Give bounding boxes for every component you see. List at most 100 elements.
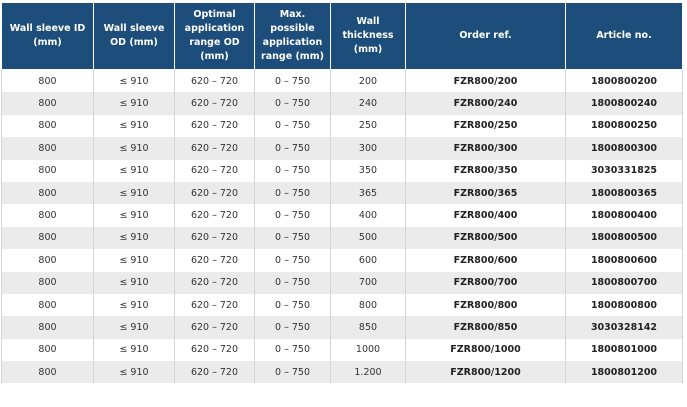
table-row: 800 ≤ 910 620 – 720 0 – 750 1000 FZR800/1000 1… (1, 338, 683, 362)
table-cell: ≤ 910 (93, 338, 175, 362)
table-cell: 620 – 720 (174, 293, 255, 317)
table-cell: 1800800200 (565, 69, 683, 93)
table-cell: 1800800400 (565, 204, 683, 227)
table-cell: 0 – 750 (254, 114, 331, 138)
table-cell: 800 (1, 181, 94, 205)
table-row: 800 ≤ 910 620 – 720 0 – 750 300 FZR800/300 180… (1, 137, 683, 160)
table-cell: FZR800/200 (405, 69, 566, 93)
table-cell: 0 – 750 (254, 271, 331, 294)
column-header: Order ref. (405, 2, 566, 70)
table-cell: 1800800800 (565, 293, 683, 317)
table-cell: 620 – 720 (174, 159, 255, 182)
table-cell: 800 (1, 226, 94, 250)
table-cell: ≤ 910 (93, 361, 175, 384)
table-cell: 3030331825 (565, 159, 683, 182)
table-cell: 620 – 720 (174, 226, 255, 250)
table-cell: 620 – 720 (174, 316, 255, 339)
column-header: Wall thickness (mm) (330, 2, 406, 70)
table-cell: FZR800/500 (405, 226, 566, 250)
table-cell: 1800800250 (565, 114, 683, 138)
table-cell: 0 – 750 (254, 92, 331, 115)
table-cell: 800 (1, 316, 94, 339)
table-cell: 620 – 720 (174, 114, 255, 138)
table-cell: 0 – 750 (254, 137, 331, 160)
table-cell: FZR800/400 (405, 204, 566, 227)
table-cell: 850 (330, 316, 406, 339)
table-cell: FZR800/850 (405, 316, 566, 339)
table-body: 800 ≤ 910 620 – 720 0 – 750 200 FZR800/200 180… (1, 69, 683, 384)
table-cell: 500 (330, 226, 406, 250)
table-row: 800 ≤ 910 620 – 720 0 – 750 350 FZR800/350 303… (1, 159, 683, 182)
table-cell: 620 – 720 (174, 361, 255, 384)
table-cell: FZR800/365 (405, 181, 566, 205)
table-cell: 1800801000 (565, 338, 683, 362)
table-cell: 0 – 750 (254, 361, 331, 384)
table-cell: 1800800365 (565, 181, 683, 205)
table-cell: 800 (1, 69, 94, 93)
table-cell: 240 (330, 92, 406, 115)
table-cell: 620 – 720 (174, 69, 255, 93)
table-cell: 1800800700 (565, 271, 683, 294)
table-cell: 800 (1, 249, 94, 272)
table-cell: 0 – 750 (254, 249, 331, 272)
table-cell: 800 (1, 361, 94, 384)
table-cell: 0 – 750 (254, 204, 331, 227)
column-header: Article no. (565, 2, 683, 70)
table-cell: FZR800/350 (405, 159, 566, 182)
table-cell: 1800800500 (565, 226, 683, 250)
table-row: 800 ≤ 910 620 – 720 0 – 750 1.200 FZR800/1200… (1, 361, 683, 384)
table-header: Wall sleeve ID (mm) Wall sleeve OD (mm) Op… (1, 2, 683, 70)
table-row: 800 ≤ 910 620 – 720 0 – 750 850 FZR800/850 303… (1, 316, 683, 339)
table-cell: ≤ 910 (93, 271, 175, 294)
table-cell: 0 – 750 (254, 316, 331, 339)
table-cell: 800 (1, 271, 94, 294)
table-cell: FZR800/600 (405, 249, 566, 272)
table-row: 800 ≤ 910 620 – 720 0 – 750 240 FZR800/240 180… (1, 92, 683, 115)
table-cell: 620 – 720 (174, 181, 255, 205)
table-cell: 620 – 720 (174, 137, 255, 160)
table-cell: ≤ 910 (93, 249, 175, 272)
table-cell: ≤ 910 (93, 92, 175, 115)
table-cell: FZR800/1200 (405, 361, 566, 384)
table-cell: 400 (330, 204, 406, 227)
table-cell: ≤ 910 (93, 159, 175, 182)
table-cell: 3030328142 (565, 316, 683, 339)
table-cell: 1800801200 (565, 361, 683, 384)
table-row: 800 ≤ 910 620 – 720 0 – 750 500 FZR800/500 180… (1, 226, 683, 250)
product-table: Wall sleeve ID (mm) Wall sleeve OD (mm) Op… (1, 2, 683, 384)
table-cell: ≤ 910 (93, 114, 175, 138)
table-cell: 1800800240 (565, 92, 683, 115)
table-cell: 1800800600 (565, 249, 683, 272)
table-cell: 1000 (330, 338, 406, 362)
table-cell: FZR800/1000 (405, 338, 566, 362)
table-cell: 0 – 750 (254, 159, 331, 182)
table-cell: ≤ 910 (93, 69, 175, 93)
table-cell: 365 (330, 181, 406, 205)
table-cell: 200 (330, 69, 406, 93)
table-row: 800 ≤ 910 620 – 720 0 – 750 600 FZR800/600 180… (1, 249, 683, 272)
table-cell: 620 – 720 (174, 338, 255, 362)
table-cell: 800 (1, 159, 94, 182)
table-cell: 800 (1, 92, 94, 115)
table-cell: ≤ 910 (93, 181, 175, 205)
column-header: Max. possible application range (mm) (254, 2, 331, 70)
column-header: Optimal application range OD (mm) (174, 2, 255, 70)
table-cell: 800 (330, 293, 406, 317)
column-header: Wall sleeve ID (mm) (1, 2, 94, 70)
table-cell: FZR800/240 (405, 92, 566, 115)
table-cell: 800 (1, 293, 94, 317)
table-cell: 620 – 720 (174, 249, 255, 272)
table-cell: FZR800/300 (405, 137, 566, 160)
table-cell: ≤ 910 (93, 137, 175, 160)
table-cell: 350 (330, 159, 406, 182)
table-cell: FZR800/250 (405, 114, 566, 138)
table-row: 800 ≤ 910 620 – 720 0 – 750 400 FZR800/400 180… (1, 204, 683, 227)
table-cell: ≤ 910 (93, 204, 175, 227)
table-cell: 1.200 (330, 361, 406, 384)
table-cell: FZR800/800 (405, 293, 566, 317)
table-cell: 620 – 720 (174, 92, 255, 115)
table-row: 800 ≤ 910 620 – 720 0 – 750 365 FZR800/365 180… (1, 181, 683, 205)
table-cell: 800 (1, 114, 94, 138)
table-cell: ≤ 910 (93, 316, 175, 339)
